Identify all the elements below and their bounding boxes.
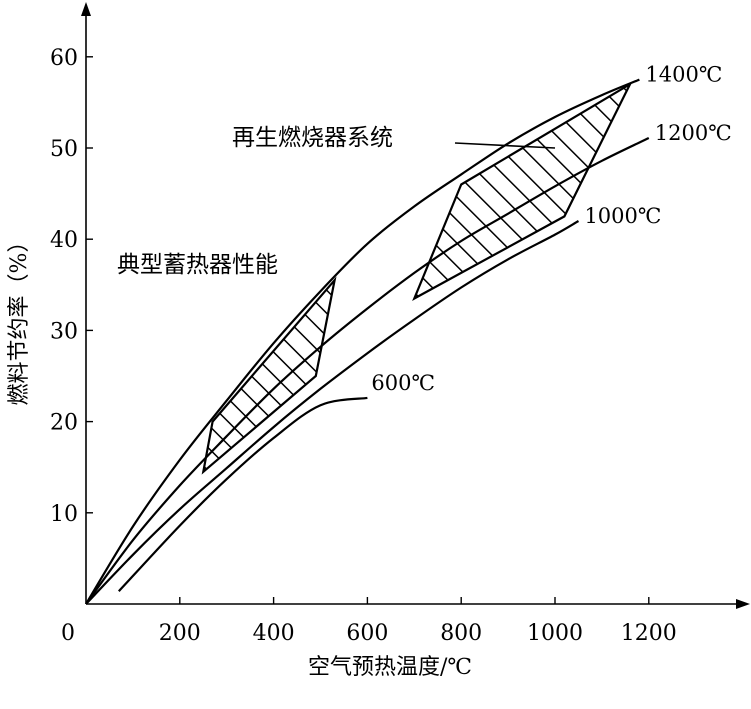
series-label: 600℃ bbox=[371, 371, 435, 395]
x-tick-label: 400 bbox=[253, 621, 295, 646]
series-line bbox=[85, 220, 580, 605]
y-tick-label: 40 bbox=[50, 228, 78, 253]
annotation-typical-regenerator: 典型蓄热器性能 bbox=[117, 252, 278, 278]
y-tick-label: 30 bbox=[50, 319, 78, 344]
series-line bbox=[85, 78, 640, 605]
x-tick-label: 200 bbox=[159, 621, 201, 646]
x-tick-label: 1200 bbox=[621, 621, 677, 646]
series-line bbox=[117, 396, 368, 592]
y-axis-title: 燃料节约率（%） bbox=[7, 231, 32, 406]
x-tick-label: 0 bbox=[61, 621, 75, 646]
y-tick-label: 10 bbox=[50, 502, 78, 527]
series-label: 1200℃ bbox=[655, 121, 732, 145]
series-labels: 1400℃ 1200℃ 1000℃ 600℃ bbox=[371, 63, 731, 395]
region-outline bbox=[412, 81, 633, 301]
series-label: 1000℃ bbox=[584, 204, 661, 228]
series-line bbox=[85, 137, 650, 605]
y-tick-label: 50 bbox=[50, 137, 78, 162]
annotation-leader-line bbox=[454, 142, 556, 149]
y-axis-arrow bbox=[81, 2, 91, 16]
x-tick-label: 1000 bbox=[527, 621, 583, 646]
y-ticks: 10 20 30 40 50 60 bbox=[50, 46, 93, 527]
x-axis-title: 空气预热温度/℃ bbox=[308, 655, 472, 680]
y-tick-label: 60 bbox=[50, 46, 78, 71]
x-tick-label: 800 bbox=[440, 621, 482, 646]
x-ticks: 0 200 400 600 800 1000 1200 bbox=[61, 597, 677, 646]
series-label: 1400℃ bbox=[645, 63, 722, 87]
series-lines bbox=[85, 78, 650, 605]
annotation-regenerative-burner: 再生燃烧器系统 bbox=[232, 125, 393, 151]
x-tick-label: 600 bbox=[346, 621, 388, 646]
y-tick-label: 20 bbox=[50, 411, 78, 436]
region-outline bbox=[201, 276, 337, 475]
x-axis-arrow bbox=[736, 599, 750, 609]
